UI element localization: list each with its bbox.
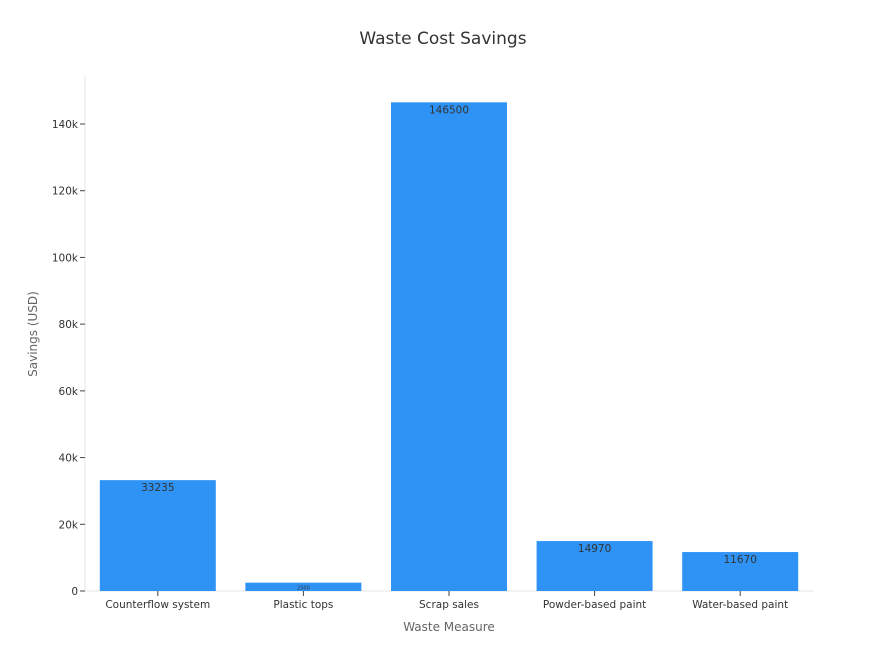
x-tick-label: Plastic tops: [273, 599, 333, 611]
y-tick-label: 60k: [59, 386, 79, 398]
y-tick-label: 20k: [59, 519, 79, 531]
x-tick-label: Powder-based paint: [543, 599, 646, 611]
x-tick-label: Water-based paint: [692, 599, 788, 611]
data-label: 2500: [297, 586, 310, 592]
bar[interactable]: [391, 102, 507, 591]
bar[interactable]: [682, 552, 799, 591]
y-axis-label: Savings (USD): [26, 291, 40, 377]
bar[interactable]: [245, 582, 362, 591]
y-tick-label: 120k: [52, 186, 79, 198]
chart-title: Waste Cost Savings: [359, 29, 526, 49]
bar[interactable]: [536, 541, 653, 591]
y-tick-label: 100k: [52, 252, 79, 264]
y-tick-label: 140k: [52, 119, 79, 131]
bar[interactable]: [99, 480, 216, 591]
y-tick-label: 0: [71, 586, 78, 598]
y-tick-label: 80k: [59, 319, 79, 331]
x-axis-label: Waste Measure: [403, 620, 495, 634]
data-label: 11670: [723, 554, 756, 566]
y-tick-label: 40k: [59, 453, 79, 465]
x-tick-label: Scrap sales: [419, 599, 479, 611]
data-label: 14970: [578, 543, 611, 555]
x-tick-label: Counterflow system: [105, 599, 210, 611]
data-label: 146500: [429, 104, 469, 116]
data-label: 33235: [141, 482, 174, 494]
